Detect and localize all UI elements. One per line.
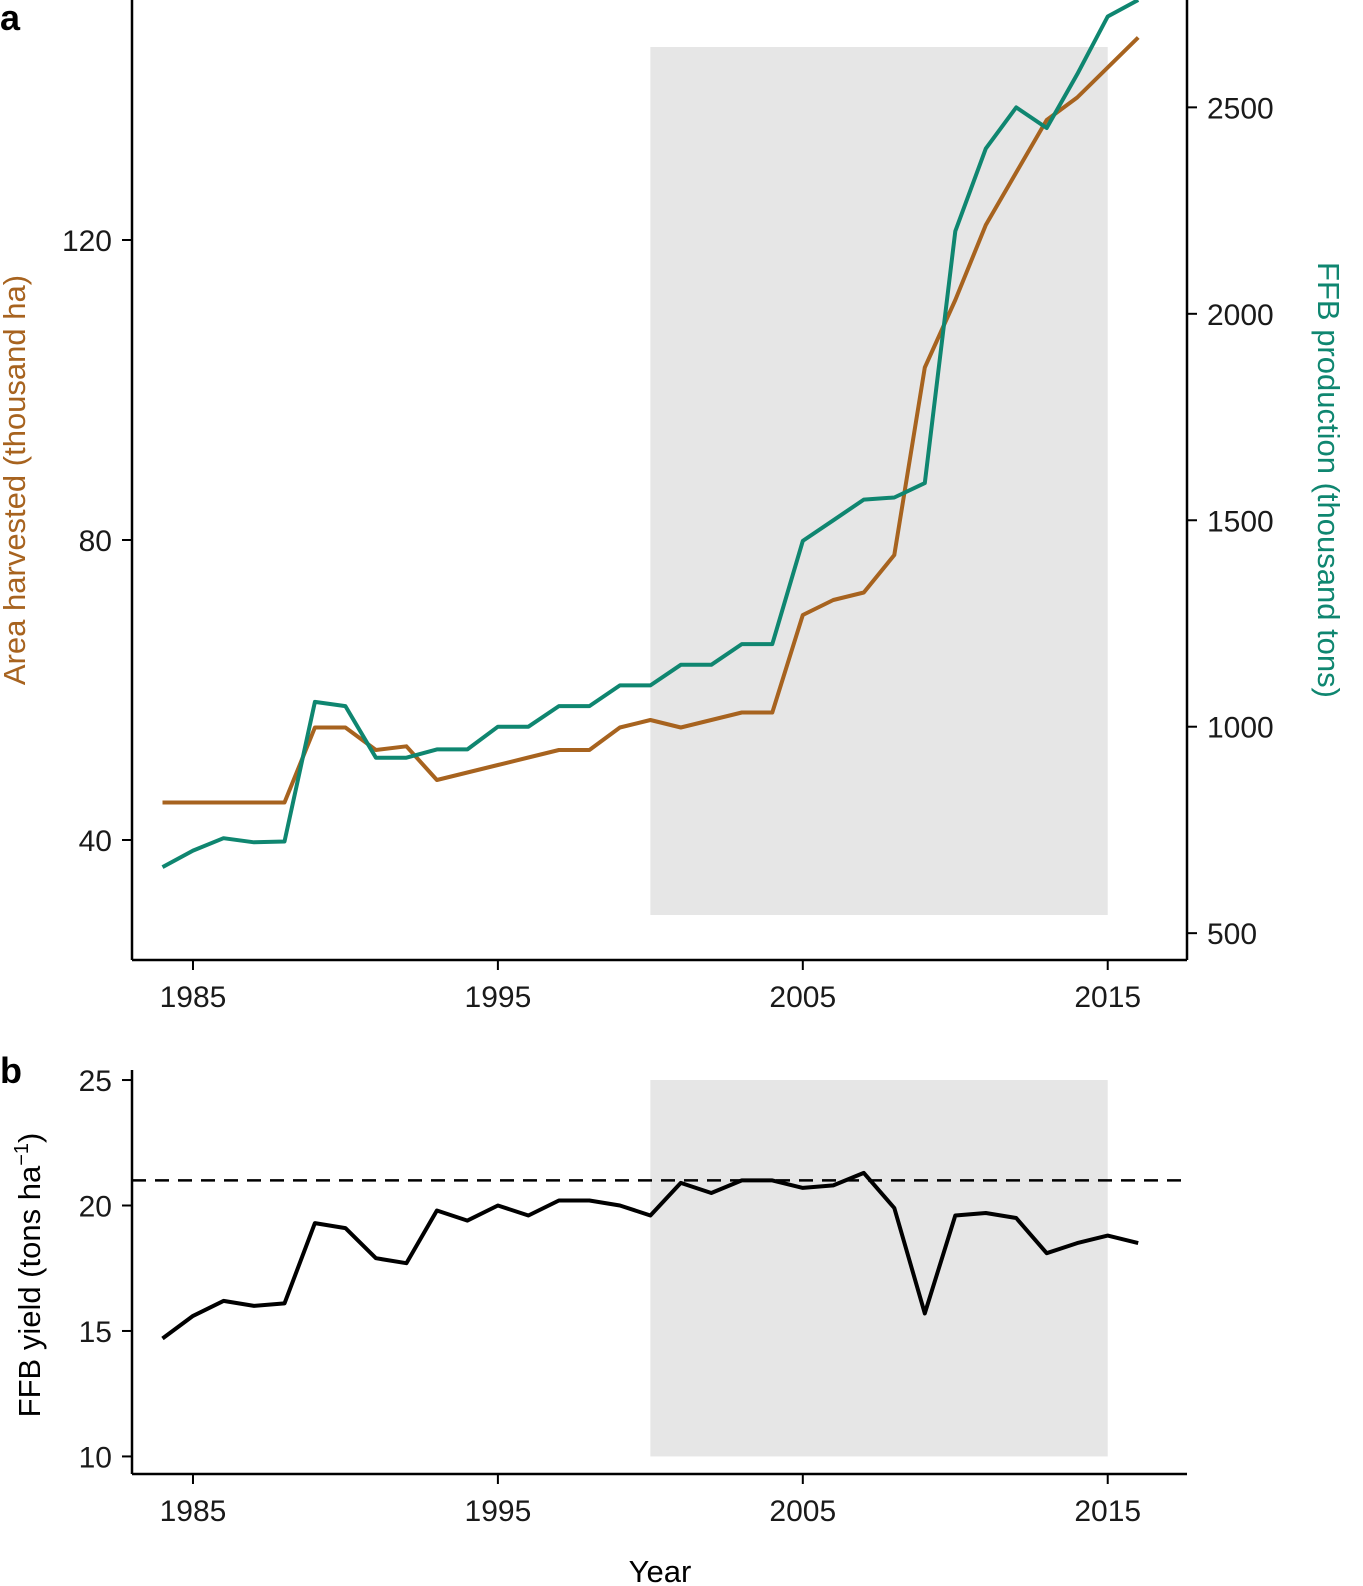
panel-b-chart: 10 15 20 25 1985 1995 2005 2015 b FFB yield (t… xyxy=(0,1050,1187,1586)
panel-b-left-tick-label: 20 xyxy=(79,1191,112,1224)
panel-a-right-axis-title: FFB production (thousand tons) xyxy=(1311,262,1346,698)
panel-a-left-ticks: 40 80 120 xyxy=(62,225,132,858)
panel-b-left-axis-title: FFB yield (tons ha−1) xyxy=(11,1133,47,1418)
panel-a-left-tick-label: 80 xyxy=(79,525,112,558)
panel-b-left-ticks: 10 15 20 25 xyxy=(79,1065,132,1474)
panel-b-shaded-period xyxy=(650,1080,1108,1457)
panel-b-left-tick-label: 15 xyxy=(79,1316,112,1349)
panel-a-right-tick-label: 500 xyxy=(1207,918,1257,951)
panel-a-right-ticks: 500 1000 1500 2000 2500 xyxy=(1187,92,1274,951)
panel-a-x-ticks: 1985 1995 2005 2015 xyxy=(160,960,1141,1014)
panel-a-right-tick-label: 2000 xyxy=(1207,299,1274,332)
panel-b-x-tick-label: 1995 xyxy=(465,1495,532,1528)
panel-b-x-tick-label: 2015 xyxy=(1074,1495,1141,1528)
panel-b-left-axis-title-superscript: −1 xyxy=(11,1143,33,1166)
panel-b-label: b xyxy=(0,1050,22,1091)
area-harvested-series xyxy=(162,36,1140,805)
panel-a-shaded-period xyxy=(650,47,1108,915)
panel-a-x-tick-label: 1995 xyxy=(465,981,532,1014)
panel-a-right-tick-label: 2500 xyxy=(1207,92,1274,125)
panel-b-x-axis-title: Year xyxy=(629,1554,692,1586)
panel-a-left-tick-label: 120 xyxy=(62,225,112,258)
panel-b-left-tick-label: 10 xyxy=(79,1441,112,1474)
panel-a-right-tick-label: 1500 xyxy=(1207,505,1274,538)
panel-b-x-ticks: 1985 1995 2005 2015 xyxy=(160,1474,1141,1528)
panel-a-x-tick-label: 2005 xyxy=(769,981,836,1014)
panel-a-left-tick-label: 40 xyxy=(79,825,112,858)
panel-b-left-tick-label: 25 xyxy=(79,1065,112,1098)
panel-a-label: a xyxy=(0,0,21,38)
panel-a-right-tick-label: 1000 xyxy=(1207,712,1274,745)
ffb-yield-series xyxy=(161,1170,1139,1341)
ffb-production-series xyxy=(161,0,1140,869)
panel-b-left-axis-title-main: FFB yield (tons ha xyxy=(12,1165,47,1417)
panel-a-x-tick-label: 1985 xyxy=(160,981,227,1014)
panel-a-left-axis-title: Area harvested (thousand ha) xyxy=(0,275,32,685)
panel-a-x-tick-label: 2015 xyxy=(1074,981,1141,1014)
panel-a-chart: 40 80 120 500 1000 1500 2000 2500 1985 1995 2005… xyxy=(0,0,1346,1014)
panel-b-x-tick-label: 1985 xyxy=(160,1495,227,1528)
panel-b-x-tick-label: 2005 xyxy=(769,1495,836,1528)
panel-b-left-axis-title-close: ) xyxy=(12,1133,47,1143)
